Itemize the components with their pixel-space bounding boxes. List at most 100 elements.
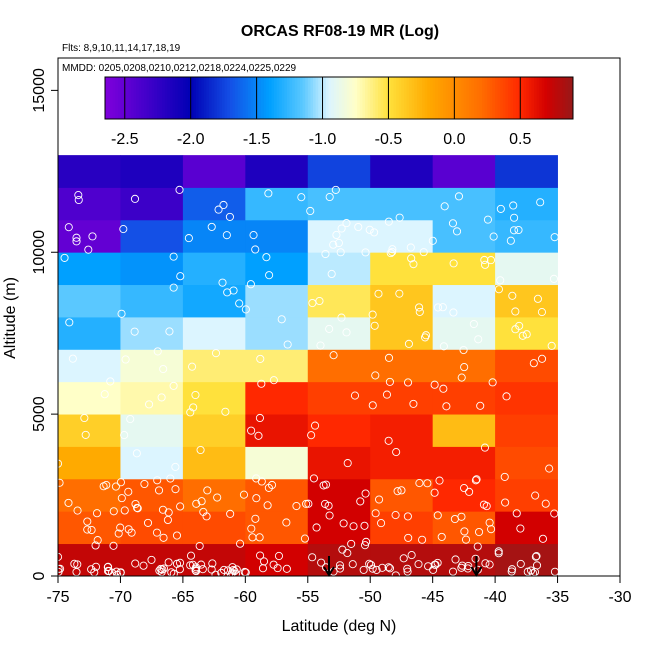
colorbar-swatch <box>211 77 215 119</box>
colorbar-swatch <box>271 77 275 119</box>
sample-point <box>433 511 442 520</box>
colorbar-swatch <box>482 77 486 119</box>
colorbar-swatch <box>107 77 111 119</box>
colorbar-swatch <box>523 77 527 119</box>
sample-point <box>176 502 185 511</box>
sample-point <box>430 488 439 497</box>
sample-point <box>249 231 258 240</box>
sample-point <box>403 564 412 573</box>
sample-point <box>68 354 77 363</box>
colorbar-swatch <box>484 77 488 119</box>
colorbar-swatch <box>172 77 176 119</box>
colorbar-swatch <box>437 77 441 119</box>
colorbar-swatch <box>170 77 174 119</box>
colorbar-swatch <box>476 77 480 119</box>
colorbar-swatch <box>307 77 311 119</box>
colorbar-swatch <box>164 77 168 119</box>
colorbar-swatch <box>328 77 332 119</box>
heatmap-cell <box>495 511 558 545</box>
colorbar-swatch <box>570 77 574 119</box>
sample-point <box>549 274 558 283</box>
sample-point <box>152 528 162 537</box>
sample-point <box>430 380 439 389</box>
sample-point <box>545 464 554 473</box>
sample-point <box>531 491 540 500</box>
sample-point <box>395 213 404 222</box>
sample-point <box>442 402 451 411</box>
sample-point <box>522 330 531 339</box>
sample-point <box>60 253 69 262</box>
heatmap-cell <box>245 252 309 286</box>
sample-point <box>469 319 478 329</box>
sample-point <box>331 185 340 194</box>
colorbar-swatch <box>367 77 371 119</box>
colorbar-swatch <box>544 77 548 119</box>
sample-point <box>72 233 81 242</box>
sample-point <box>360 521 369 530</box>
colorbar-swatch <box>362 77 366 119</box>
sample-point <box>72 237 81 246</box>
sample-point <box>391 511 400 520</box>
sample-point <box>211 349 221 358</box>
sample-point <box>121 355 130 364</box>
colorbar-swatch <box>214 77 218 119</box>
sample-point <box>476 401 485 410</box>
sample-point <box>117 494 126 503</box>
sample-point <box>117 309 126 318</box>
sample-point <box>251 514 260 523</box>
sample-point <box>403 512 412 521</box>
colorbar-swatch <box>453 77 457 119</box>
sample-point <box>409 399 418 408</box>
sample-point <box>339 519 348 528</box>
colorbar-swatch <box>203 77 207 119</box>
sample-point <box>222 231 231 240</box>
x-axis-label: Latitude (deg N) <box>282 618 397 635</box>
sample-point <box>254 431 263 440</box>
sample-point <box>252 494 261 503</box>
sample-point <box>384 436 393 445</box>
sample-point <box>292 501 301 511</box>
sample-point <box>529 359 538 368</box>
sample-point <box>325 511 334 520</box>
sample-point <box>509 201 518 210</box>
sample-point <box>218 278 227 287</box>
sample-point <box>213 493 222 502</box>
colorbar-swatch <box>326 77 330 119</box>
sample-point <box>116 478 125 487</box>
y-tick-label: 10000 <box>31 230 48 275</box>
sample-point <box>297 193 306 202</box>
colorbar-swatch <box>391 77 395 119</box>
colorbar-swatch <box>341 77 345 119</box>
colorbar-swatch <box>419 77 423 119</box>
sample-point <box>283 340 292 349</box>
colorbar-swatch <box>261 77 265 119</box>
sample-point <box>449 308 458 317</box>
colorbar-swatch <box>294 77 298 119</box>
colorbar-tick-label: 0.0 <box>443 131 465 148</box>
sample-point <box>300 534 309 543</box>
sample-point <box>509 226 519 235</box>
sample-point <box>541 499 550 508</box>
sample-point <box>55 478 64 487</box>
sample-point <box>92 509 102 518</box>
sample-point <box>415 303 424 312</box>
colorbar-swatch <box>232 77 236 119</box>
heatmap-cell <box>58 381 121 415</box>
sample-point <box>430 560 439 569</box>
sample-point <box>516 524 525 533</box>
sample-point <box>384 353 394 362</box>
sample-point <box>366 560 376 569</box>
sample-point <box>231 569 240 579</box>
sample-point <box>191 564 200 573</box>
sample-point <box>370 321 379 330</box>
sample-point <box>392 448 401 457</box>
colorbar-swatch <box>411 77 415 119</box>
sample-point <box>88 232 97 241</box>
colorbar-swatch <box>224 77 228 119</box>
sample-point <box>157 393 166 402</box>
sample-point <box>348 560 357 569</box>
colorbar-swatch <box>162 77 166 119</box>
sample-point <box>186 551 196 560</box>
colorbar-swatch <box>489 77 493 119</box>
colorbar-swatch <box>502 77 506 119</box>
